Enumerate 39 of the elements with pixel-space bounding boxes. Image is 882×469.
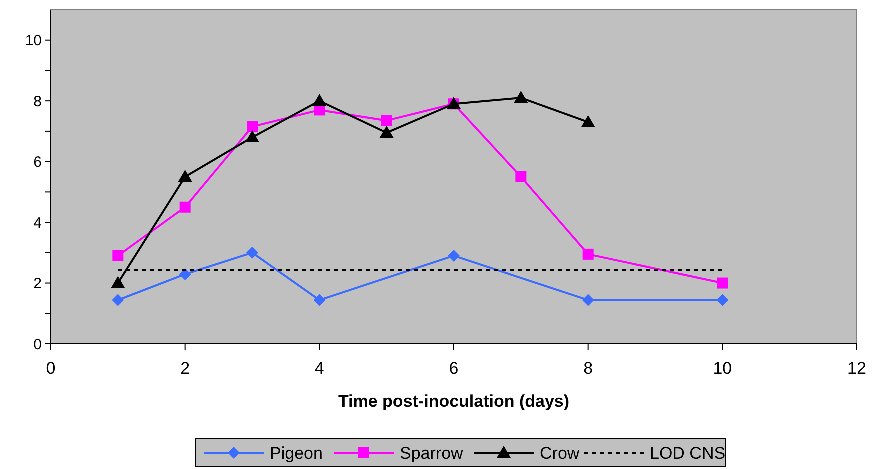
legend-label: Pigeon <box>270 444 323 463</box>
point <box>380 126 394 138</box>
point <box>246 130 260 143</box>
x-tick-label: 0 <box>46 359 56 378</box>
legend-label: Crow <box>540 444 580 463</box>
point <box>112 294 124 306</box>
point <box>178 170 192 182</box>
x-axis-title: Time post-inoculation (days) <box>338 392 570 411</box>
y-tick-label: 8 <box>34 93 42 110</box>
point <box>180 202 191 213</box>
point <box>582 248 594 260</box>
point <box>581 115 596 128</box>
x-tick-label: 4 <box>314 359 324 378</box>
x-tick-label: 2 <box>180 359 190 378</box>
y-tick-label: 0 <box>34 336 42 354</box>
legend-label: LOD CNS <box>650 444 726 463</box>
point <box>716 294 729 306</box>
point <box>112 250 124 262</box>
point <box>717 278 728 289</box>
point <box>312 94 327 106</box>
y-tick-label: 6 <box>34 154 42 172</box>
x-tick-label: 12 <box>848 359 866 378</box>
x-tick-label: 8 <box>584 359 594 378</box>
point <box>179 268 192 280</box>
point <box>381 115 392 126</box>
y-tick-label: 4 <box>34 214 42 232</box>
point <box>516 172 527 182</box>
y-tick-label: 10 <box>25 32 42 50</box>
x-tick-label: 10 <box>713 359 732 378</box>
point <box>247 121 258 132</box>
point <box>582 294 594 306</box>
point <box>246 246 258 259</box>
point <box>448 250 460 262</box>
point <box>314 294 326 306</box>
legend-label: Sparrow <box>400 444 464 463</box>
point <box>514 91 528 104</box>
x-tick-label: 6 <box>449 359 459 378</box>
y-tick-label: 2 <box>34 276 42 293</box>
point <box>111 276 126 288</box>
